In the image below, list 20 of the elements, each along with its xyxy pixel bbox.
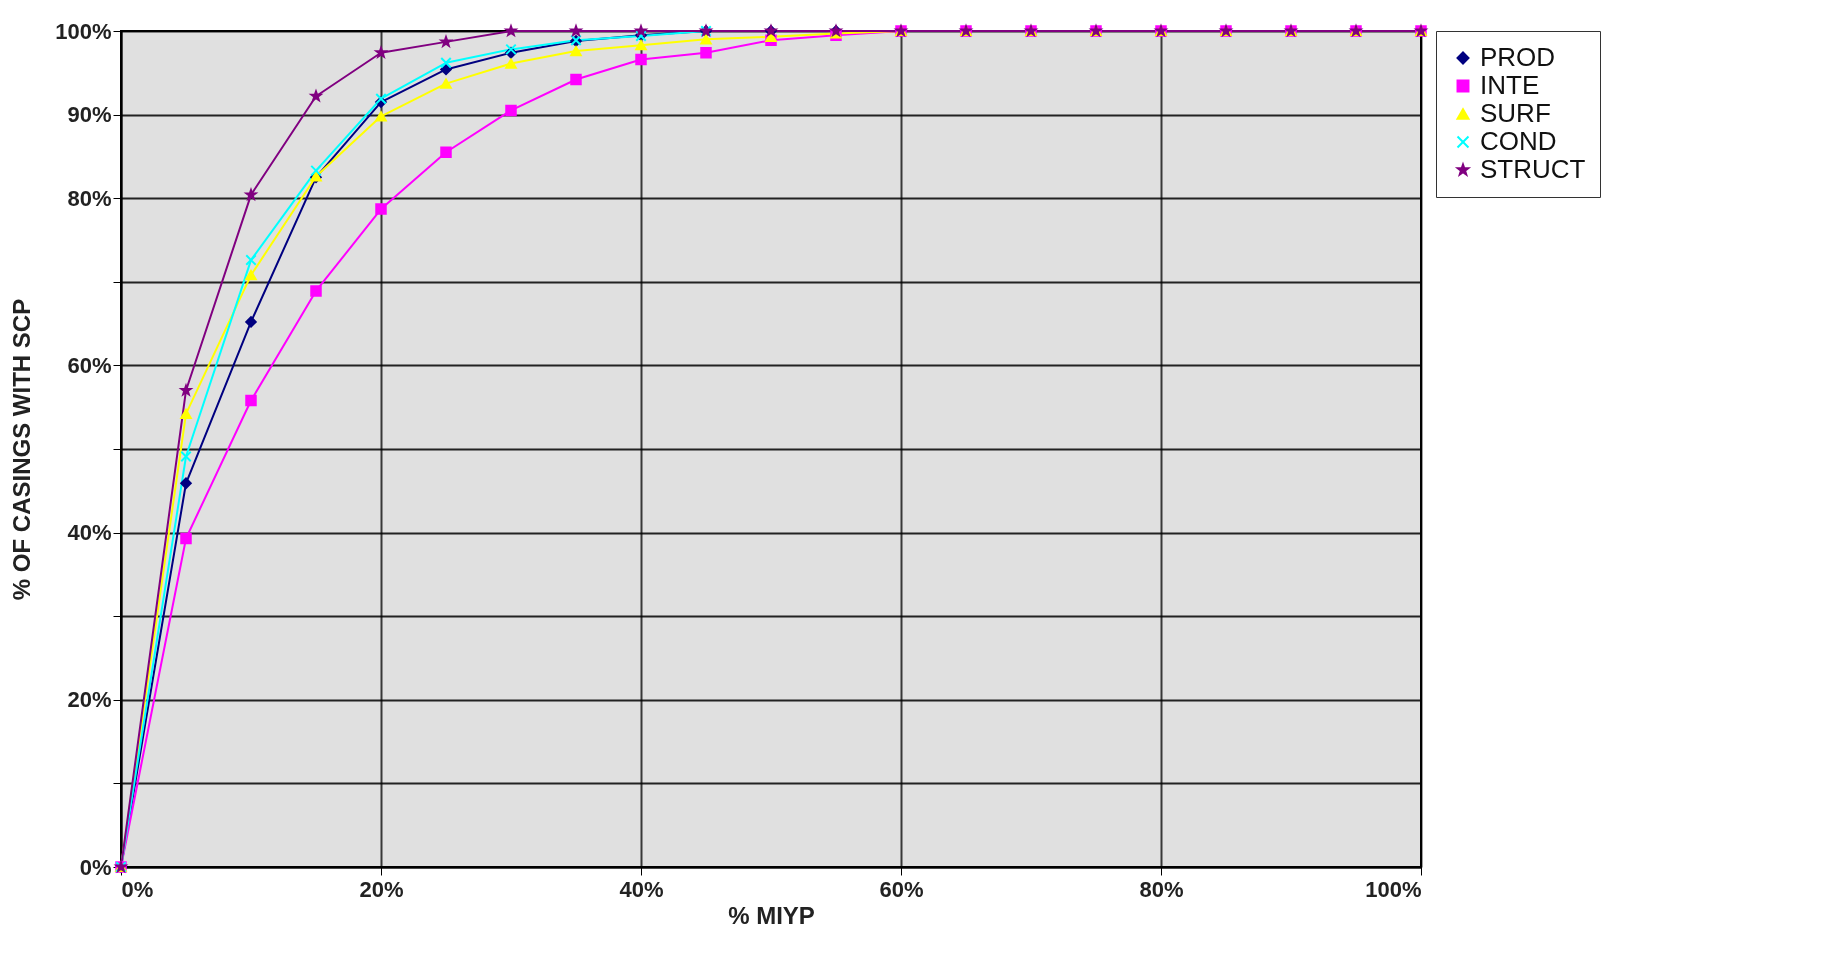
legend-label: PROD (1480, 42, 1556, 72)
legend-label: COND (1480, 126, 1557, 156)
y-tick-label: 90% (67, 102, 112, 128)
y-tick-label: 0% (79, 854, 112, 880)
y-tick-label: 40% (67, 520, 112, 546)
x-tick-label: 20% (359, 876, 404, 902)
y-tick-label: 20% (67, 687, 112, 713)
x-tick-label: 40% (619, 876, 664, 902)
x-tick-label: 80% (1139, 876, 1184, 902)
x-tick-label: 0% (121, 876, 154, 902)
y-axis-title: % OF CASINGS WITH SCP (8, 298, 36, 601)
x-axis-title: % MIYP (728, 901, 815, 929)
legend-label: SURF (1480, 98, 1551, 128)
y-tick-label: 80% (67, 185, 112, 211)
x-tick-label: 100% (1365, 876, 1422, 902)
legend-label: STRUCT (1480, 154, 1586, 184)
x-tick-label: 60% (879, 876, 924, 902)
legend-label: INTE (1480, 70, 1540, 100)
y-tick-label: 100% (55, 18, 112, 44)
y-tick-label: 60% (67, 352, 112, 378)
